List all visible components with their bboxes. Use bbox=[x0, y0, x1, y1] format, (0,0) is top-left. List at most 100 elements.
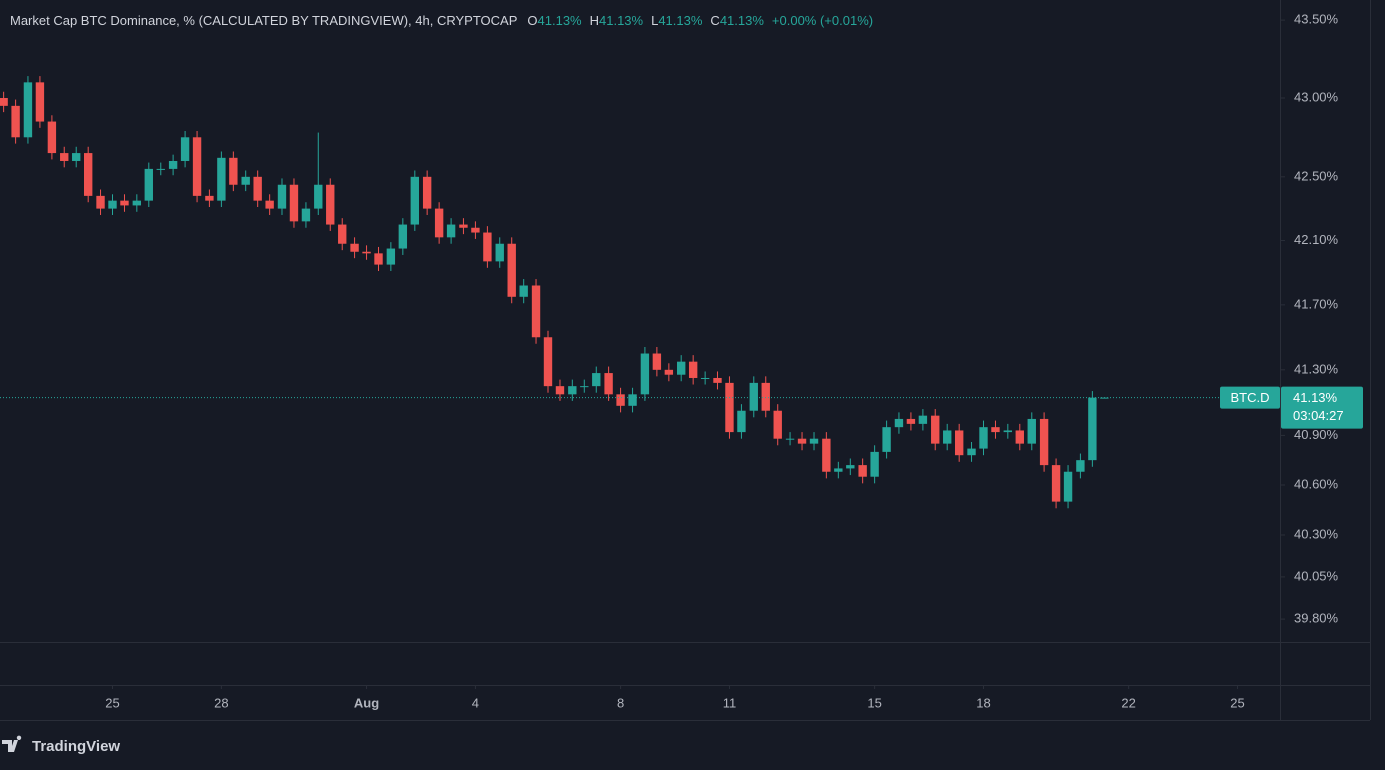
candle-body bbox=[398, 224, 408, 249]
candle-body bbox=[156, 168, 165, 170]
ohlc-key: C bbox=[710, 13, 719, 28]
candle-body bbox=[495, 243, 504, 262]
y-tick-label: 39.80% bbox=[1294, 611, 1339, 626]
change: +0.00% (+0.01%) bbox=[772, 13, 873, 28]
candle-body bbox=[725, 382, 734, 433]
candle-body bbox=[652, 353, 662, 370]
candle-body bbox=[543, 337, 553, 387]
x-tick-label: 4 bbox=[472, 695, 479, 710]
y-tick-label: 43.00% bbox=[1294, 89, 1339, 104]
ohlc-value: 41.13% bbox=[720, 13, 765, 28]
ohlc-key: O bbox=[527, 13, 537, 28]
candle-body bbox=[954, 430, 964, 456]
candle-body bbox=[858, 465, 867, 477]
candles bbox=[0, 76, 1280, 509]
candle-body bbox=[1051, 465, 1061, 502]
candle-body bbox=[314, 184, 323, 209]
x-tick-label: 8 bbox=[617, 695, 624, 710]
candle-body bbox=[1088, 397, 1097, 461]
candle-body bbox=[737, 410, 746, 433]
candle-body bbox=[301, 208, 311, 222]
axes: 43.50% 43.00% 42.50% 42.10% 41.70% 41.30% 40.9… bbox=[105, 12, 1363, 710]
candle-body bbox=[822, 438, 831, 472]
candle-body bbox=[108, 200, 117, 209]
candle-body bbox=[846, 465, 855, 469]
logo-icon bbox=[2, 735, 22, 752]
candle-body bbox=[1063, 471, 1073, 502]
candle-body bbox=[1076, 460, 1085, 472]
x-tick-label: Aug bbox=[354, 695, 379, 710]
candle-body bbox=[906, 418, 916, 424]
candle-body bbox=[253, 176, 262, 201]
symbol-tag-label: BTC.D bbox=[1231, 390, 1270, 405]
candle-body bbox=[688, 361, 698, 378]
y-tick-label: 40.05% bbox=[1294, 568, 1339, 583]
candle-body bbox=[967, 448, 976, 456]
candle-body bbox=[809, 438, 819, 444]
candle-body bbox=[785, 438, 795, 440]
candle-body bbox=[700, 377, 710, 379]
candle-body bbox=[47, 121, 57, 154]
candle-body bbox=[72, 153, 81, 161]
x-tick-label: 11 bbox=[723, 695, 737, 710]
candle-body bbox=[192, 137, 202, 196]
y-tick-label: 43.50% bbox=[1294, 12, 1339, 27]
candle-body bbox=[386, 248, 396, 265]
candle-body bbox=[410, 176, 420, 225]
candle-body bbox=[773, 410, 782, 439]
ohlc-value: 41.13% bbox=[658, 13, 703, 28]
candle-body bbox=[931, 415, 940, 444]
candle-body bbox=[616, 394, 625, 406]
candle-body bbox=[834, 468, 843, 472]
y-tick-label: 42.10% bbox=[1294, 232, 1339, 247]
candle-body bbox=[446, 224, 456, 238]
candle-body bbox=[870, 451, 879, 477]
candle-body bbox=[180, 137, 190, 161]
y-tick-label: 42.50% bbox=[1294, 168, 1339, 183]
candle-body bbox=[568, 386, 577, 395]
candle-body bbox=[592, 373, 601, 387]
candle-body bbox=[289, 184, 299, 222]
ohlc-value: 41.13% bbox=[599, 13, 644, 28]
candle-body bbox=[1015, 430, 1024, 444]
candle-body bbox=[882, 427, 891, 452]
y-tick-label: 40.60% bbox=[1294, 476, 1339, 491]
candle-body bbox=[1027, 418, 1036, 444]
x-tick-label: 25 bbox=[1230, 695, 1244, 710]
candle-body bbox=[1039, 418, 1049, 466]
candle-body bbox=[628, 394, 637, 406]
price-tag-value: 41.13% bbox=[1293, 390, 1338, 405]
candle-body bbox=[507, 243, 516, 297]
candle-body bbox=[422, 176, 432, 209]
candle-body bbox=[434, 208, 444, 238]
candle-body bbox=[11, 105, 20, 138]
x-tick-label: 15 bbox=[867, 695, 881, 710]
candle-body bbox=[555, 386, 565, 395]
candle-body bbox=[580, 386, 589, 388]
candle-body bbox=[350, 243, 359, 252]
symbol-tag bbox=[1220, 386, 1280, 409]
candle-body bbox=[519, 285, 528, 297]
candle-body bbox=[761, 382, 770, 411]
candle-body bbox=[241, 176, 250, 185]
candle-body bbox=[168, 160, 178, 169]
ohlc-key: L bbox=[651, 13, 658, 28]
candle-body bbox=[23, 82, 33, 138]
price-tag-countdown: 03:04:27 bbox=[1293, 408, 1344, 423]
x-tick-label: 18 bbox=[976, 695, 990, 710]
candle-body bbox=[459, 224, 468, 228]
candle-body bbox=[83, 153, 93, 196]
brand: TradingView bbox=[32, 738, 120, 755]
candle-body bbox=[713, 377, 722, 383]
candle-body bbox=[362, 251, 371, 254]
candle-body bbox=[483, 232, 492, 262]
candle-body bbox=[374, 253, 383, 265]
candle-body bbox=[265, 200, 274, 209]
ohlc-key: H bbox=[590, 13, 599, 28]
chart-title: Market Cap BTC Dominance, % (CALCULATED … bbox=[10, 13, 517, 28]
x-tick-label: 28 bbox=[214, 695, 228, 710]
candle-body bbox=[676, 361, 686, 375]
candle-body bbox=[120, 200, 129, 206]
